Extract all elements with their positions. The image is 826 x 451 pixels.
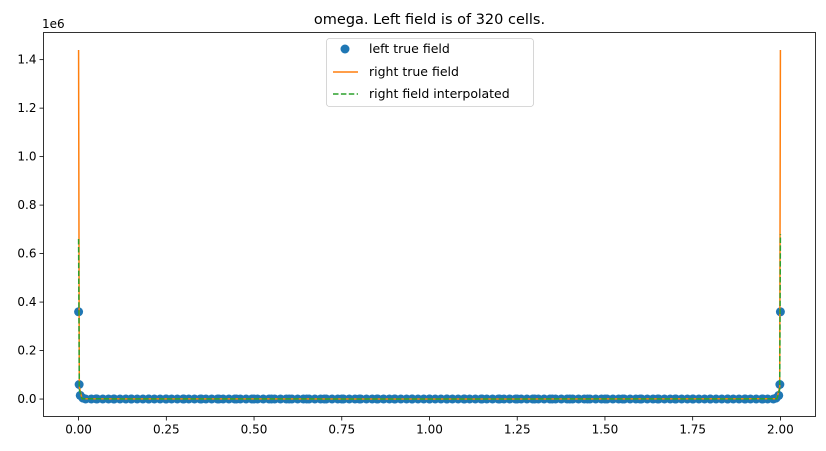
chart-title: omega. Left field is of 320 cells. xyxy=(314,12,545,28)
x-tick-label: 0.00 xyxy=(65,423,92,437)
y-tick-label: 0.2 xyxy=(17,344,36,358)
y-tick-label: 1.0 xyxy=(17,150,36,164)
legend-label-right-true-field: right true field xyxy=(369,64,459,79)
y-tick-label: 0.4 xyxy=(17,295,36,309)
plot-area: 0.00 0.25 0.50 0.75 1.00 1.25 1.50 1.75 2.00 0.0 0… xyxy=(17,32,816,437)
x-tick-label: 1.25 xyxy=(504,423,531,437)
legend-label-right-field-interpolated: right field interpolated xyxy=(369,86,510,101)
x-tick-label: 0.75 xyxy=(328,423,355,437)
x-tick-label: 1.50 xyxy=(592,423,619,437)
y-tick-label: 1.2 xyxy=(17,101,36,115)
y-tick-label: 0.6 xyxy=(17,247,36,261)
axes-layer: 0.00 0.25 0.50 0.75 1.00 1.25 1.50 1.75 2.00 0.0 0… xyxy=(17,53,793,437)
x-tick-label: 1.75 xyxy=(679,423,706,437)
x-tick-label: 0.50 xyxy=(241,423,268,437)
legend-box xyxy=(326,38,534,107)
legend-label-left-true-field: left true field xyxy=(369,41,450,56)
x-tick-label: 2.00 xyxy=(767,423,794,437)
y-offset-text: 1e6 xyxy=(42,17,65,31)
series-layer xyxy=(74,49,785,404)
axes-frame xyxy=(43,32,816,417)
y-tick-label: 0.0 xyxy=(17,392,36,406)
legend: left true field right true field right f… xyxy=(326,38,534,107)
series-line-right-field-interpolated xyxy=(77,234,782,400)
y-tick-label: 0.8 xyxy=(17,198,36,212)
y-tick-label: 1.4 xyxy=(17,53,36,67)
x-tick-label: 0.25 xyxy=(153,423,180,437)
x-tick-label: 1.00 xyxy=(416,423,443,437)
legend-marker-left-true-field xyxy=(340,44,350,54)
